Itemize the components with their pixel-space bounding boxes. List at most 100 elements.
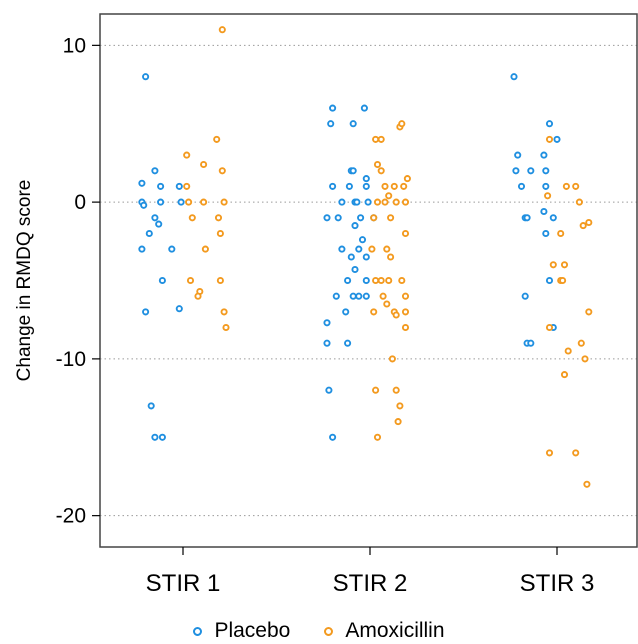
point-amoxicillin [218,26,226,34]
point-placebo [549,214,557,222]
point-placebo [362,276,370,285]
point-amoxicillin [385,276,393,285]
point-placebo [168,245,176,253]
point-amoxicillin [545,449,554,457]
point-placebo [344,339,352,347]
point-amoxicillin [398,276,406,285]
point-amoxicillin [185,198,193,206]
point-placebo [362,253,370,261]
point-amoxicillin [377,276,385,285]
point-amoxicillin [557,229,565,238]
point-amoxicillin [381,182,389,190]
point-amoxicillin [377,135,385,143]
point-amoxicillin [401,308,410,316]
point-amoxicillin [583,480,591,488]
point-amoxicillin [368,245,376,253]
point-placebo [155,220,163,228]
point-placebo [151,214,159,222]
point-placebo [332,292,340,300]
legend-label-placebo: Placebo [214,619,291,642]
point-amoxicillin [572,449,580,457]
point-placebo [158,433,166,441]
point-amoxicillin [222,323,230,332]
point-amoxicillin [564,347,572,355]
point-placebo [357,214,365,222]
point-amoxicillin [544,192,552,200]
point-placebo [140,201,148,209]
x-axis: STIR 1 STIR 2 STIR 3 [146,547,595,597]
point-amoxicillin [377,167,385,175]
point-amoxicillin [581,355,589,363]
point-placebo [338,198,346,206]
point-placebo [360,104,368,112]
point-placebo [329,433,337,441]
y-tick-label: 10 [63,34,86,57]
point-amoxicillin [401,292,410,300]
point-amoxicillin [214,214,223,222]
point-placebo [364,198,372,206]
x-tick-label: STIR 2 [333,570,408,597]
point-amoxicillin [383,300,391,308]
point-placebo [362,292,370,300]
y-axis-label: Change in RMDQ score [14,180,35,382]
point-amoxicillin [373,160,382,169]
legend-label-amoxicillin: Amoxicillin [345,619,445,642]
point-amoxicillin [545,135,554,143]
point-placebo [349,167,357,175]
point-amoxicillin [392,198,400,206]
y-tick-label: -20 [56,505,86,528]
point-placebo [329,182,337,190]
point-amoxicillin [216,276,224,285]
x-tick-label: STIR 3 [520,570,595,597]
point-amoxicillin [383,245,391,253]
point-placebo [362,182,370,190]
point-placebo [351,265,359,274]
point-amoxicillin [390,182,398,190]
point-amoxicillin [549,261,557,269]
amoxicillin-marker-icon [324,626,334,636]
point-amoxicillin [372,135,380,143]
point-amoxicillin [545,323,554,332]
point-placebo [553,135,561,143]
point-amoxicillin [373,433,382,441]
point-amoxicillin [194,292,202,300]
point-placebo [177,198,185,206]
point-placebo [175,182,183,190]
point-placebo [517,182,526,190]
point-placebo [157,198,165,206]
point-amoxicillin [392,386,400,394]
point-amoxicillin [200,198,208,206]
point-placebo [510,73,518,81]
point-placebo [355,292,363,300]
point-placebo [355,245,363,253]
point-placebo [542,167,550,175]
point-amoxicillin [394,418,402,426]
point-amoxicillin [388,355,396,363]
point-amoxicillin [372,386,380,394]
point-placebo [327,120,335,128]
point-amoxicillin [560,371,569,379]
point-amoxicillin [372,276,380,285]
placebo-marker-icon [193,626,203,636]
point-placebo [138,179,146,187]
point-placebo [158,276,166,285]
legend-item-amoxicillin: Amoxicillin [324,619,445,643]
point-amoxicillin [585,308,593,316]
point-amoxicillin [387,214,395,222]
point-placebo [347,253,355,261]
point-amoxicillin [220,308,228,316]
point-amoxicillin [396,402,404,410]
point-amoxicillin [220,198,228,206]
point-placebo [334,214,342,222]
point-placebo [323,339,331,347]
point-placebo [358,236,367,244]
legend-item-placebo: Placebo [193,619,290,643]
point-placebo [351,222,359,230]
point-placebo [521,292,529,300]
point-placebo [323,319,331,327]
data-points [138,26,593,488]
point-placebo [542,229,550,238]
point-placebo [540,151,548,159]
point-amoxicillin [400,182,408,190]
point-amoxicillin [585,218,593,227]
